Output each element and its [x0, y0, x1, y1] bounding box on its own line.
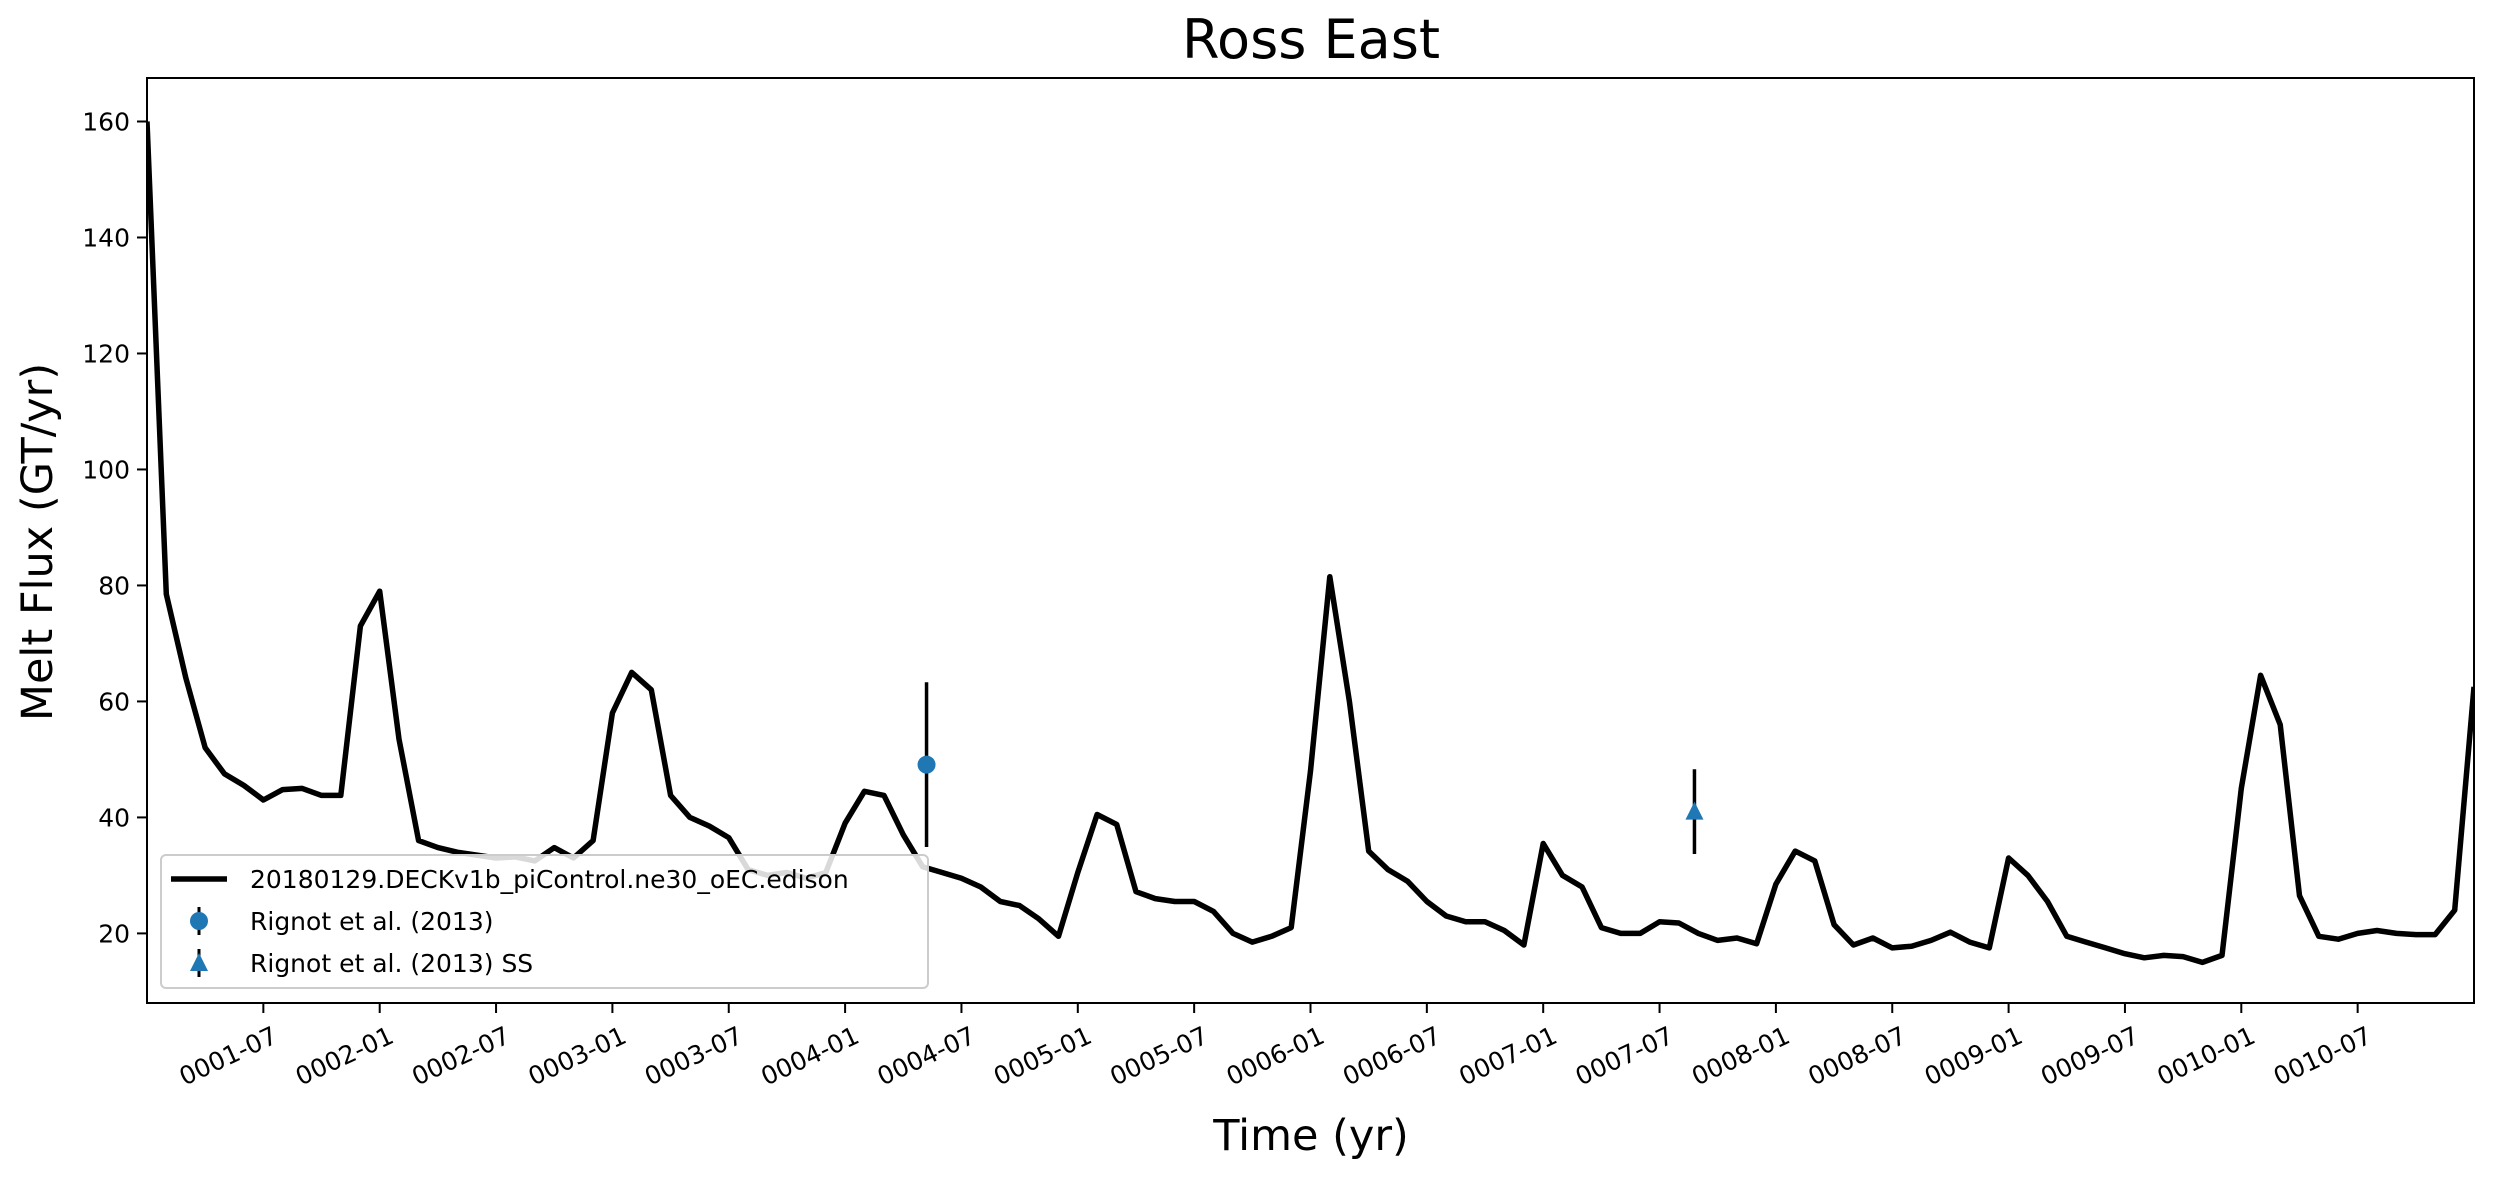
y-tick-label: 100	[82, 455, 130, 484]
errorbar-point-triangle	[1685, 801, 1704, 820]
y-tick-label: 80	[98, 571, 130, 600]
legend-label: Rignot et al. (2013) SS	[250, 949, 533, 978]
legend-label: 20180129.DECKv1b_piControl.ne30_oEC.edis…	[250, 865, 849, 894]
y-tick-label: 20	[98, 919, 130, 948]
y-tick-label: 160	[82, 107, 130, 136]
axes-frame	[146, 77, 2475, 1004]
y-axis-ticks: 20 40 60 80 100 120 140 160	[82, 107, 147, 948]
y-tick-label: 60	[98, 687, 130, 716]
legend-marker-circle	[190, 912, 208, 930]
y-tick-label: 40	[98, 803, 130, 832]
y-tick-label: 120	[82, 339, 130, 368]
y-tick-label: 140	[82, 223, 130, 252]
chart-title: Ross East	[1182, 8, 1440, 71]
legend: 20180129.DECKv1b_piControl.ne30_oEC.edis…	[160, 854, 929, 989]
y-axis-label: Melt Flux (GT/yr)	[13, 363, 63, 721]
legend-label: Rignot et al. (2013)	[250, 907, 494, 936]
errorbar-point-circle	[917, 755, 936, 774]
legend-box	[160, 854, 929, 989]
legend-marker-triangle	[190, 953, 208, 971]
x-axis-label: Time (yr)	[1212, 1111, 1409, 1161]
